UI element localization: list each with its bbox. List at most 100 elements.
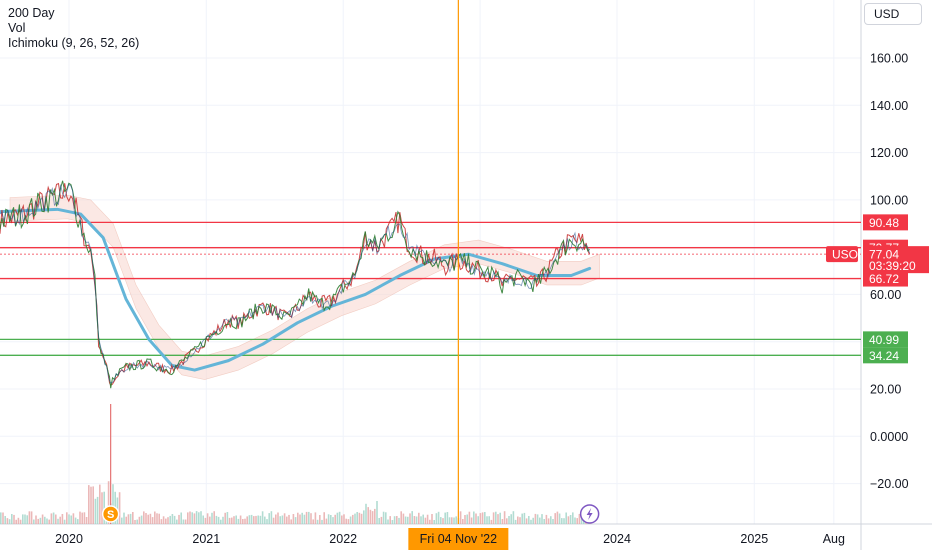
volume-bar (253, 516, 255, 524)
volume-bar (220, 519, 222, 524)
volume-bar (550, 516, 552, 524)
level-label-34.24: 34.24 (869, 349, 899, 363)
volume-bar (503, 511, 506, 524)
volume-bar (543, 519, 545, 524)
volume-bar (217, 516, 220, 524)
splits-icon[interactable]: S (101, 505, 120, 523)
volume-bar (545, 514, 548, 524)
volume-bar (233, 516, 235, 524)
x-tick-label: 2025 (740, 532, 768, 546)
volume-bar (83, 512, 86, 524)
volume-bar (393, 516, 396, 524)
volume-bar (209, 516, 211, 524)
volume-bar (426, 514, 429, 524)
volume-bar (411, 511, 413, 524)
volume-bar (4, 516, 6, 524)
volume-bar (275, 514, 277, 524)
volume-bar (303, 514, 306, 524)
volume-bar (508, 516, 510, 524)
currency-button[interactable]: USD (864, 3, 922, 25)
volume-bar (198, 512, 200, 524)
volume-layer (0, 404, 592, 524)
volume-bar (50, 513, 53, 524)
volume-bar (57, 518, 59, 524)
volume-bar (299, 514, 301, 524)
volume-bar (365, 503, 367, 524)
volume-bar (464, 515, 466, 524)
volume-bar (290, 519, 292, 524)
volume-bar (74, 517, 77, 524)
volume-bar (378, 518, 380, 524)
volume-bar (354, 513, 356, 524)
volume-bar (462, 519, 464, 524)
volume-bar (204, 517, 207, 524)
time-axis[interactable]: 202020212022202320242025AugFri 04 Nov '2… (55, 528, 845, 550)
volume-bar (246, 516, 248, 524)
legend-ichimoku[interactable]: Ichimoku (9, 26, 52, 26) (8, 36, 140, 50)
volume-bar (70, 515, 72, 524)
volume-bar (140, 515, 143, 524)
volume-bar (279, 516, 281, 524)
volume-bar (79, 511, 81, 524)
volume-bar (211, 512, 213, 524)
volume-bar (310, 513, 312, 524)
volume-bar (536, 514, 539, 524)
volume-bar (255, 515, 257, 524)
volume-bar (224, 512, 226, 524)
volume-bar (473, 511, 475, 524)
volume-bar (107, 481, 110, 524)
volume-bar (26, 515, 28, 524)
volume-bar (323, 512, 325, 524)
x-tick-label: Aug (823, 532, 845, 546)
volume-bar (189, 511, 191, 524)
volume-bar (169, 515, 171, 524)
price-axis[interactable]: 160.00140.00120.00100.0060.0040.0020.000… (826, 52, 929, 492)
volume-bar (39, 517, 42, 524)
volume-bar (312, 519, 314, 524)
volume-bar (63, 519, 66, 524)
volume-bar (30, 511, 33, 524)
volume-bar (145, 513, 147, 524)
horizontal-lines (0, 221, 861, 356)
volume-bar (228, 517, 231, 524)
volume-bar (281, 515, 284, 524)
volume-bar (118, 492, 121, 524)
earnings-lightning-icon[interactable] (579, 504, 600, 524)
volume-bar (33, 519, 35, 524)
volume-bar (442, 518, 444, 524)
volume-bar (239, 515, 242, 524)
volume-bar (400, 511, 402, 524)
volume-bar (2, 512, 4, 524)
volume-bar (422, 514, 424, 524)
volume-bar (398, 517, 400, 524)
volume-bar (226, 512, 229, 524)
x-tick-label: 2024 (603, 532, 631, 546)
volume-bar (68, 514, 70, 524)
x-tick-label: 2022 (329, 532, 357, 546)
volume-bar (510, 514, 512, 524)
legend-volume[interactable]: Vol (8, 21, 26, 35)
volume-bar (101, 492, 103, 524)
volume-bar (125, 516, 127, 524)
volume-bar (389, 516, 391, 524)
level-label-66.72: 66.72 (869, 272, 899, 286)
volume-bar (35, 515, 37, 524)
volume-bar (19, 519, 22, 524)
volume-bar (418, 512, 420, 524)
volume-bar (193, 513, 196, 524)
volume-bar (477, 516, 479, 524)
volume-bar (530, 519, 532, 524)
crosshair-date-bg (408, 528, 509, 550)
y-tick-label: 0.0000 (870, 430, 908, 444)
volume-bar (301, 512, 303, 524)
volume-bar (371, 511, 374, 524)
volume-bar (244, 518, 246, 524)
legend-ma[interactable]: 200 Day (8, 6, 55, 20)
volume-bar (554, 513, 556, 524)
volume-bar (81, 512, 83, 524)
volume-bar (363, 510, 365, 524)
volume-bar (532, 517, 534, 524)
